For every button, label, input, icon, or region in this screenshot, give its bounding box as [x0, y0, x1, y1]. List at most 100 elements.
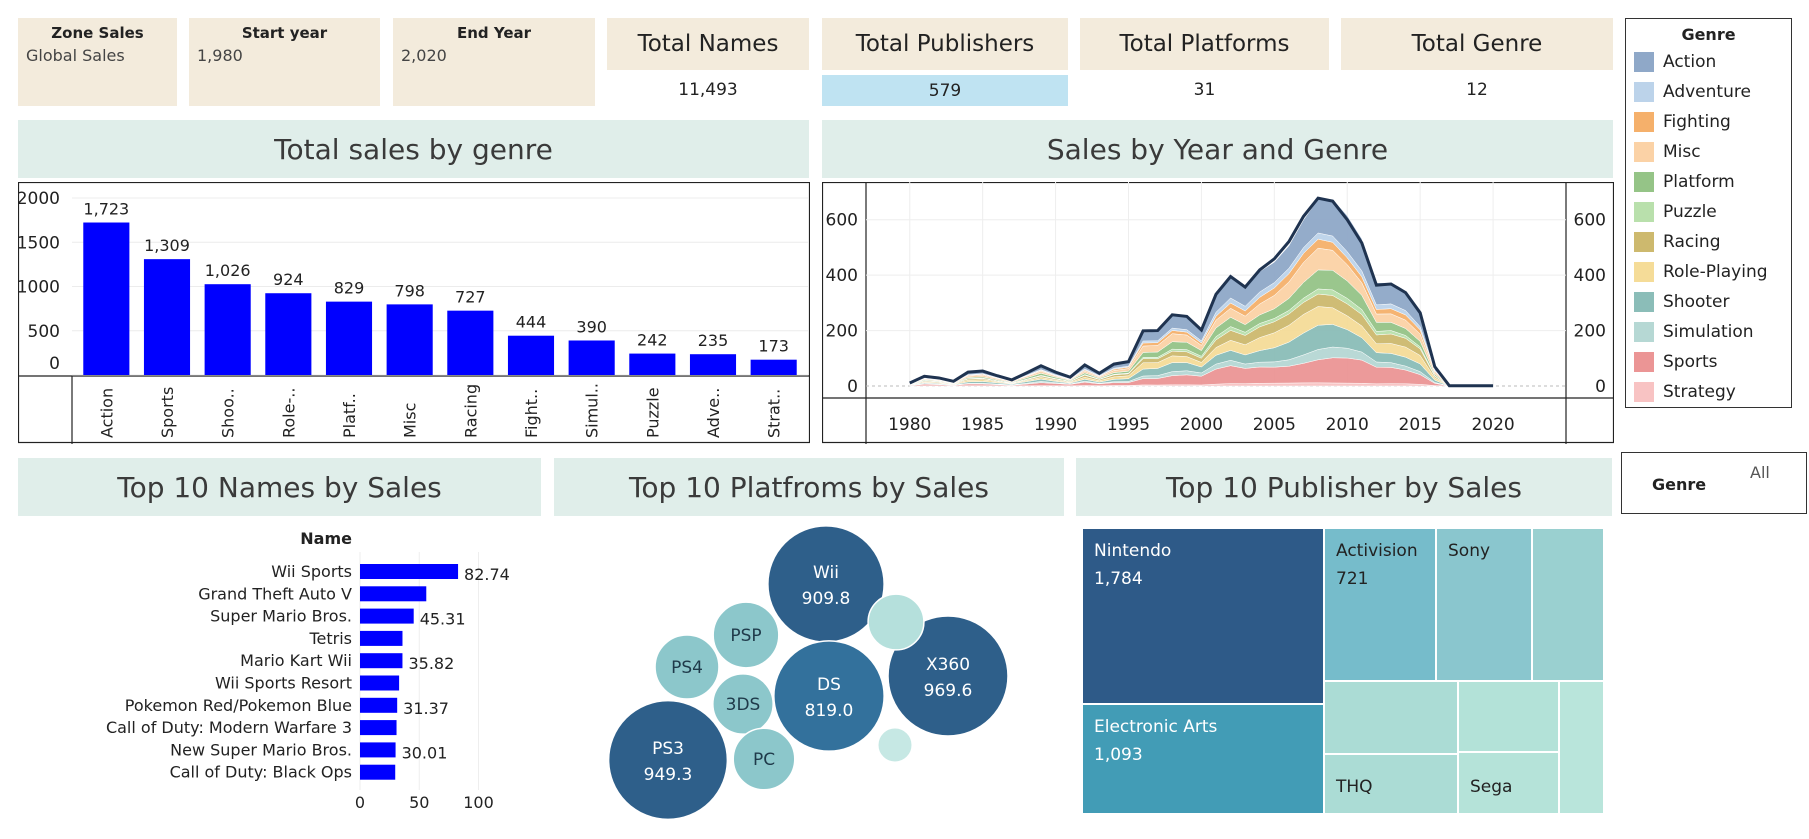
platform-bubble [732, 727, 796, 791]
treemap-name: Sega [1470, 777, 1512, 797]
kpi-total-genre-title: Total Genre [1341, 18, 1613, 70]
bubble-name: DS [817, 675, 841, 695]
legend-item[interactable]: Shooter [1634, 287, 1783, 317]
bubble-value: 969.6 [924, 681, 973, 701]
genre-bar [750, 359, 797, 375]
legend-label: Role-Playing [1663, 262, 1768, 282]
legend-label: Racing [1663, 232, 1721, 252]
legend-item[interactable]: Platform [1634, 167, 1783, 197]
x-category-label: Adve.. [704, 388, 723, 438]
y-tick-label: 0 [49, 354, 60, 374]
treemap-cell [1323, 527, 1437, 682]
kpi-total-publishers-title: Total Publishers [822, 18, 1068, 70]
genre-bar [143, 259, 191, 375]
filter-title: Zone Sales [51, 24, 144, 42]
kpi-total-publishers-value[interactable]: 579 [822, 75, 1068, 106]
legend-swatch [1634, 292, 1654, 312]
genre-bar [386, 304, 433, 375]
name-label: Super Mario Bros. [210, 607, 352, 626]
publisher-treemap: Nintendo 1,784 Electronic Arts 1,093 Activis… [1081, 527, 1605, 815]
x-category-label: Puzzle [643, 387, 662, 438]
genre-bar [204, 284, 251, 375]
genre-chart-title: Total sales by genre [18, 120, 809, 178]
x-tick-label: 2020 [1471, 415, 1514, 435]
platform-bubble [712, 601, 780, 669]
genre-filter[interactable]: Genre All [1621, 452, 1807, 514]
genre-bar [325, 301, 373, 375]
names-chart-title: Top 10 Names by Sales [18, 458, 541, 516]
y-tick-label-left: 600 [826, 211, 858, 231]
legend-label: Shooter [1663, 292, 1730, 312]
legend-item[interactable]: Sports [1634, 347, 1783, 377]
filter-start-year[interactable]: Start year 1,980 [189, 18, 380, 106]
bubble-name: PS3 [652, 739, 684, 759]
genre-bar [507, 335, 555, 375]
treemap-cell [1457, 751, 1560, 815]
legend-item[interactable]: Strategy [1634, 377, 1783, 407]
genre-legend: Genre Action Adventure Fighting Misc Platfor… [1625, 18, 1792, 408]
bubble-name: PSP [730, 626, 761, 646]
names-bar-chart: 0 50 100 Name Wii Sports 82.74 Grand Theft Aut… [106, 529, 510, 812]
bubble-value: 909.8 [802, 589, 851, 609]
filter-value: 2,020 [401, 46, 447, 65]
platform-bubble [877, 727, 913, 763]
treemap-name: Sony [1448, 541, 1490, 561]
bubble-value: 949.3 [644, 765, 693, 785]
legend-item[interactable]: Fighting [1634, 107, 1783, 137]
filter-end-year[interactable]: End Year 2,020 [393, 18, 595, 106]
legend-label: Simulation [1663, 322, 1754, 342]
x-category-label: Simul.. [583, 383, 602, 438]
x-tick-label: 1990 [1034, 415, 1077, 435]
bar-value-label: 82.74 [464, 565, 510, 584]
legend-item[interactable]: Role-Playing [1634, 257, 1783, 287]
legend-swatch [1634, 52, 1654, 72]
kpi-total-platforms-value: 31 [1193, 80, 1216, 100]
legend-item[interactable]: Action [1634, 47, 1783, 77]
kpi-total-names-title: Total Names [607, 18, 809, 70]
name-label: Wii Sports [271, 562, 352, 581]
x-category-label: Role-.. [279, 388, 298, 438]
x-tick-label: 1985 [961, 415, 1004, 435]
genre-bar [265, 293, 312, 375]
y-tick-label-right: 600 [1574, 211, 1606, 231]
legend-item[interactable]: Racing [1634, 227, 1783, 257]
filter-zone-sales[interactable]: Zone Sales Global Sales [18, 18, 177, 106]
legend-label: Strategy [1663, 382, 1736, 402]
kpi-total-platforms-title: Total Platforms [1080, 18, 1329, 70]
legend-item[interactable]: Misc [1634, 137, 1783, 167]
genre-filter-value[interactable]: All [1750, 463, 1770, 482]
legend-swatch [1634, 112, 1654, 132]
x-tick-label: 2000 [1180, 415, 1223, 435]
bar-value-label: 1,026 [205, 261, 251, 280]
x-tick-label: 100 [463, 793, 494, 812]
bar-value-label: 1,723 [83, 200, 129, 219]
platform-bubble [607, 699, 729, 821]
bar-value-label: 390 [576, 317, 607, 336]
legend-items: Action Adventure Fighting Misc Platform Puzzl… [1634, 47, 1783, 407]
name-bar [360, 630, 403, 646]
genre-bar [689, 354, 737, 375]
name-bar [360, 742, 396, 758]
filter-value: 1,980 [197, 46, 243, 65]
total-line [909, 196, 1494, 388]
x-category-label: Shoo.. [219, 388, 238, 438]
y-tick-label-right: 200 [1574, 322, 1606, 342]
treemap-name: Nintendo [1094, 541, 1171, 561]
legend-label: Fighting [1663, 112, 1731, 132]
bar-value-label: 829 [334, 279, 365, 298]
legend-item[interactable]: Adventure [1634, 77, 1783, 107]
legend-swatch [1634, 262, 1654, 282]
legend-swatch [1634, 322, 1654, 342]
bar-value-label: 31.37 [403, 699, 449, 718]
legend-label: Sports [1663, 352, 1718, 372]
genre-bar [447, 310, 494, 375]
legend-item[interactable]: Puzzle [1634, 197, 1783, 227]
x-category-label: Fight.. [522, 389, 541, 438]
y-tick-label-left: 200 [826, 322, 858, 342]
legend-item[interactable]: Simulation [1634, 317, 1783, 347]
bar-value-label: 45.31 [420, 610, 466, 629]
bar-value-label: 173 [758, 337, 789, 356]
legend-title: Genre [1681, 25, 1736, 44]
treemap-value: 1,093 [1094, 745, 1143, 765]
legend-swatch [1634, 172, 1654, 192]
